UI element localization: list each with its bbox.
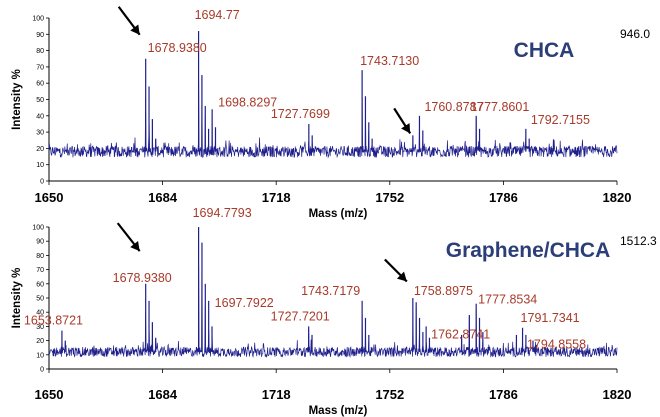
y-tick-label: 50 — [36, 97, 44, 104]
y-tick-label: 10 — [36, 162, 44, 169]
arrow-2 — [393, 107, 412, 134]
x-tick-label: 1752 — [375, 387, 404, 402]
y-tick-label: 0 — [40, 367, 44, 374]
peak-label-2: 1694.77 — [195, 8, 240, 22]
x-axis-title: Mass (m/z) — [309, 208, 368, 220]
max-intensity-label: 946.0 — [620, 27, 650, 41]
y-tick-label: 20 — [36, 146, 44, 153]
arrow-2 — [384, 258, 408, 283]
y-tick-label: 70 — [36, 267, 44, 274]
arrow-1 — [116, 222, 141, 252]
peak-label-8: 1762.8741 — [431, 327, 490, 341]
y-axis-title: Intensity % — [11, 69, 23, 130]
matrix-title: Graphene/CHCA — [446, 239, 611, 262]
arrow-head — [130, 240, 140, 252]
y-tick-label: 100 — [32, 225, 44, 232]
peak-label-9: 1777.8534 — [478, 293, 537, 307]
peak-label-4: 1727.7699 — [271, 107, 330, 121]
spectrum-panel-2: 0 10 20 30 40 50 60 70 80 90 100 1650 1684 1718 1752 17… — [11, 206, 657, 417]
y-tick-label: 70 — [36, 64, 44, 71]
y-tick-label: 50 — [36, 296, 44, 303]
spectrum-trace — [48, 80, 618, 159]
arrow-head — [401, 123, 411, 134]
y-tick-label: 30 — [36, 324, 44, 331]
x-tick-label: 1786 — [489, 387, 518, 402]
x-tick-label: 1684 — [148, 190, 178, 205]
x-tick-label: 1820 — [603, 387, 632, 402]
y-tick-label: 100 — [32, 16, 44, 23]
x-tick-label: 1650 — [35, 387, 64, 402]
y-tick-label: 60 — [36, 81, 44, 88]
peak-label-1: 1678.9380 — [148, 41, 207, 55]
peak-label-6: 1743.7179 — [301, 284, 360, 298]
peak-label-3: 1698.8297 — [218, 95, 277, 109]
peak-label-10: 1791.7341 — [521, 311, 580, 325]
y-axis-title: Intensity % — [11, 268, 23, 329]
arrow-1 — [117, 6, 141, 36]
peak-label-1: 1653.8721 — [24, 314, 83, 328]
peak-label-5: 1743.7130 — [360, 54, 419, 68]
x-tick-label: 1718 — [262, 387, 291, 402]
peak-label-11: 1794.8558 — [527, 338, 586, 352]
y-tick-label: 90 — [36, 239, 44, 246]
peak-label-2: 1678.9380 — [113, 271, 172, 285]
x-tick-label: 1718 — [262, 190, 291, 205]
y-tick-label: 0 — [40, 179, 44, 186]
x-axis-title: Mass (m/z) — [309, 405, 368, 417]
x-tick-label: 1752 — [375, 190, 404, 205]
y-tick-label: 10 — [36, 352, 44, 359]
arrow-head — [396, 271, 407, 282]
y-tick-label: 20 — [36, 338, 44, 345]
x-tick-label: 1684 — [148, 387, 178, 402]
y-tick-label: 80 — [36, 48, 44, 55]
peak-label-3: 1694.7793 — [193, 206, 252, 220]
peak-label-4: 1697.7922 — [215, 296, 274, 310]
peak-label-7: 1777.8601 — [470, 100, 529, 114]
peak-label-5: 1727.7201 — [271, 309, 330, 323]
arrow-head — [130, 24, 140, 35]
y-tick-label: 90 — [36, 32, 44, 39]
x-tick-label: 1820 — [603, 190, 632, 205]
x-tick-label: 1650 — [35, 190, 64, 205]
spectrum-panel-1: 0 10 20 30 40 50 60 70 80 90 100 1650 1684 1718 1752 17… — [11, 6, 650, 220]
peak-label-6: 1760.8787 — [424, 100, 483, 114]
max-intensity-label: 1512.3 — [620, 234, 657, 248]
y-tick-label: 60 — [36, 281, 44, 288]
x-tick-label: 1786 — [489, 190, 518, 205]
y-tick-label: 40 — [36, 113, 44, 120]
y-tick-label: 40 — [36, 310, 44, 317]
y-tick-label: 80 — [36, 253, 44, 260]
peak-label-7: 1758.8975 — [414, 284, 473, 298]
peak-label-8: 1792.7155 — [531, 113, 590, 127]
y-tick-label: 30 — [36, 130, 44, 137]
matrix-title: CHCA — [514, 39, 575, 62]
